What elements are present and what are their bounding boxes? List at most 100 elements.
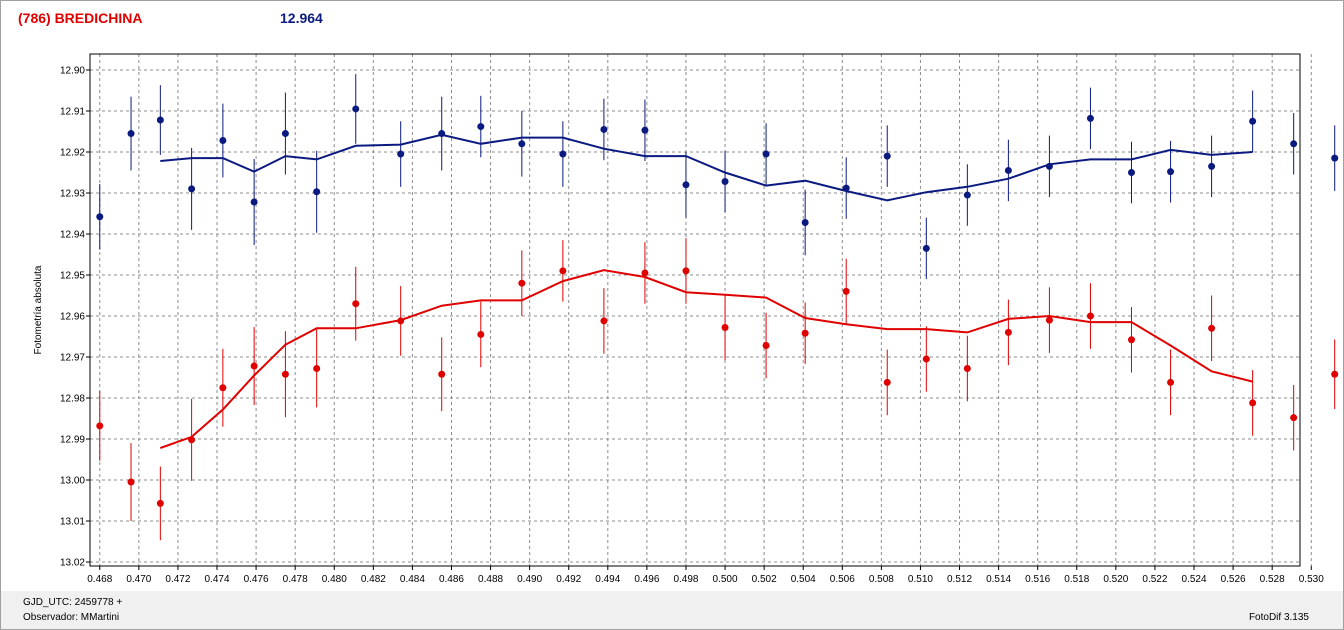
x-tick-label: 0.518 — [1064, 574, 1089, 585]
red-fit-line — [159, 269, 1253, 449]
blue-fit-line — [160, 133, 1253, 202]
x-tick-label: 0.520 — [1103, 574, 1128, 585]
x-tick-label: 0.512 — [947, 574, 972, 585]
blue-data-point — [1167, 168, 1175, 176]
x-tick-label: 0.498 — [673, 574, 698, 585]
red-data-point — [1208, 324, 1216, 332]
red-data-point — [188, 436, 196, 444]
red-data-point — [1331, 370, 1339, 378]
blue-data-point — [188, 185, 196, 193]
blue-data-point — [682, 181, 690, 189]
y-tick-label: 12.97 — [60, 353, 85, 364]
red-data-point — [1127, 336, 1135, 344]
x-tick-label: 0.514 — [986, 574, 1011, 585]
blue-data-point — [1127, 169, 1135, 176]
y-tick-label: 12.98 — [60, 394, 85, 405]
red-data-point — [1249, 399, 1257, 407]
y-tick-label: 12.99 — [60, 435, 85, 446]
gjd-label: GJD_UTC: 2459778 + — [23, 597, 123, 608]
blue-data-point — [801, 219, 809, 227]
y-tick-label: 12.95 — [60, 271, 85, 282]
red-data-point — [559, 267, 567, 275]
red-data-point — [922, 355, 930, 363]
y-tick-label: 13.02 — [60, 558, 85, 569]
blue-data-point — [250, 198, 258, 206]
x-tick-label: 0.474 — [204, 574, 229, 585]
blue-data-point — [883, 152, 891, 160]
x-tick-label: 0.504 — [791, 574, 816, 585]
blue-data-point — [963, 191, 971, 199]
blue-data-point — [281, 130, 289, 138]
blue-data-point — [1045, 162, 1053, 170]
x-tick-label: 0.476 — [244, 574, 269, 585]
red-data-point — [438, 370, 446, 378]
blue-data-point — [1290, 140, 1298, 148]
red-data-point — [397, 317, 405, 325]
x-tick-label: 0.524 — [1181, 574, 1206, 585]
blue-data-point — [477, 123, 485, 131]
x-tick-label: 0.486 — [439, 574, 464, 585]
blue-data-point — [1331, 154, 1339, 162]
blue-data-point — [438, 130, 446, 138]
x-tick-label: 0.482 — [361, 574, 386, 585]
version-label: FotoDif 3.135 — [1248, 612, 1309, 623]
object-title: (786) BREDICHINA — [18, 10, 143, 26]
blue-series — [96, 74, 1339, 280]
red-data-point — [96, 422, 104, 430]
x-tick-label: 0.530 — [1299, 574, 1324, 585]
red-data-point — [963, 364, 971, 372]
observer-label: Observador: MMartini — [23, 612, 120, 623]
series-layer — [96, 74, 1339, 541]
x-tick-label: 0.516 — [1025, 574, 1050, 585]
red-data-point — [313, 364, 321, 372]
x-tick-label: 0.488 — [478, 574, 503, 585]
x-tick-label: 0.480 — [322, 574, 347, 585]
y-tick-label: 12.92 — [60, 148, 85, 159]
y-tick-label: 12.93 — [60, 189, 85, 200]
blue-data-point — [397, 150, 405, 158]
y-axis: 12.90 12.91 12.92 12.93 12.94 12.95 12.96 12.97… — [60, 66, 90, 569]
x-tick-label: 0.472 — [165, 574, 190, 585]
y-tick-label: 13.01 — [60, 517, 85, 528]
blue-data-point — [922, 244, 930, 252]
red-data-point — [842, 287, 850, 295]
blue-data-point — [313, 188, 321, 196]
x-axis: 0.468 0.470 0.472 0.474 0.476 0.478 0.480 0.482… — [87, 566, 1324, 585]
plot-area — [89, 53, 1301, 567]
red-data-point — [641, 269, 649, 277]
red-data-point — [600, 317, 608, 325]
x-tick-label: 0.522 — [1142, 574, 1167, 585]
red-data-point — [1086, 312, 1094, 320]
x-tick-label: 0.494 — [595, 574, 620, 585]
grid-lines — [90, 54, 1312, 566]
red-data-point — [518, 279, 526, 287]
x-tick-label: 0.470 — [126, 574, 151, 585]
blue-data-point — [600, 125, 608, 133]
blue-data-point — [721, 178, 729, 186]
blue-data-point — [1208, 162, 1216, 170]
red-data-point — [682, 267, 690, 275]
x-tick-label: 0.490 — [517, 574, 542, 585]
blue-data-point — [156, 116, 164, 124]
blue-data-point — [518, 140, 526, 148]
x-tick-label: 0.502 — [752, 574, 777, 585]
x-tick-label: 0.526 — [1221, 574, 1246, 585]
x-tick-label: 0.492 — [556, 574, 581, 585]
red-data-point — [721, 323, 729, 331]
y-tick-label: 13.00 — [60, 476, 85, 487]
y-tick-label: 12.91 — [60, 107, 85, 118]
x-tick-label: 0.508 — [869, 574, 894, 585]
x-tick-label: 0.478 — [283, 574, 308, 585]
red-data-point — [219, 384, 227, 392]
x-tick-label: 0.500 — [713, 574, 738, 585]
blue-data-point — [1086, 114, 1094, 122]
red-data-point — [250, 362, 258, 370]
red-series — [96, 238, 1339, 541]
blue-data-point — [127, 130, 135, 138]
red-data-point — [1167, 378, 1175, 386]
blue-data-point — [842, 184, 850, 192]
x-tick-label: 0.468 — [87, 574, 112, 585]
red-data-point — [762, 342, 770, 350]
status-bar: GJD_UTC: 2459778 + Observador: MMartini … — [1, 591, 1343, 629]
blue-data-point — [1004, 166, 1012, 174]
